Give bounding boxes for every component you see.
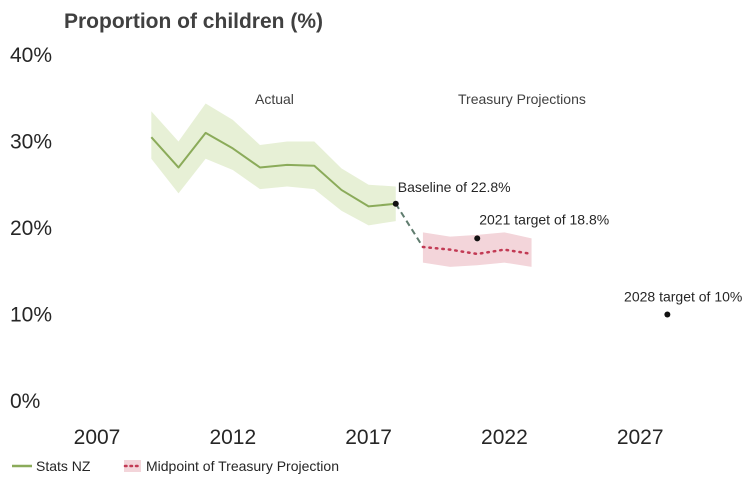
x-axis: 2007 2012 2017 2022 2027 <box>74 426 664 449</box>
annotations: Baseline of 22.8% 2021 target of 18.8% 202… <box>392 179 742 318</box>
section-label-actual: Actual <box>255 91 294 107</box>
annotation-point <box>474 235 481 242</box>
annotation-label: 2028 target of 10% <box>624 289 742 305</box>
annotation-label: 2021 target of 18.8% <box>479 211 609 227</box>
band-stats-nz <box>151 103 396 226</box>
series-lines <box>150 131 533 256</box>
chart-title: Proportion of children (%) <box>64 10 323 33</box>
y-tick-label: 40% <box>10 44 52 67</box>
series-line-treasury <box>421 245 533 256</box>
y-tick-label: 0% <box>10 390 40 413</box>
y-tick-label: 20% <box>10 217 52 240</box>
section-label-projections: Treasury Projections <box>458 91 586 107</box>
annotation-point <box>664 311 671 318</box>
y-tick-label: 10% <box>10 304 52 327</box>
legend-label-treasury: Midpoint of Treasury Projection <box>146 458 339 474</box>
y-axis: 0% 10% 20% 30% 40% <box>10 44 52 413</box>
series-line-stats-nz <box>150 131 396 208</box>
band-treasury <box>422 232 532 267</box>
x-tick-label: 2017 <box>345 426 392 449</box>
confidence-bands <box>151 103 532 267</box>
x-tick-label: 2007 <box>74 426 121 449</box>
annotation-point <box>392 200 399 207</box>
annotation-label: Baseline of 22.8% <box>398 179 511 195</box>
connector-line <box>394 203 424 248</box>
legend-label-stats-nz: Stats NZ <box>36 458 91 474</box>
legend: Stats NZ Midpoint of Treasury Projection <box>12 458 339 474</box>
x-tick-label: 2022 <box>481 426 528 449</box>
x-tick-label: 2012 <box>209 426 256 449</box>
x-tick-label: 2027 <box>617 426 664 449</box>
y-tick-label: 30% <box>10 131 52 154</box>
